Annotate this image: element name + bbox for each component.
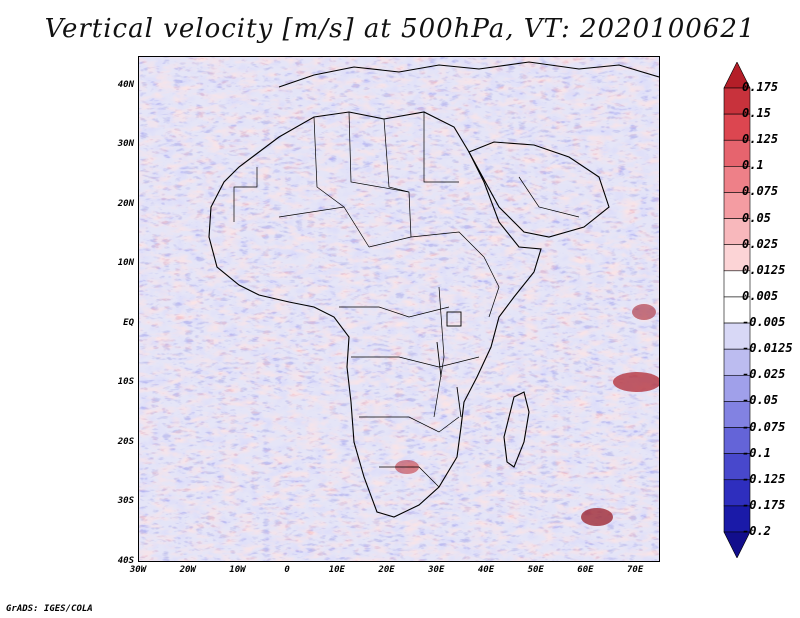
colorbar-bin [723, 531, 751, 558]
africa-coastline [208, 111, 542, 518]
colorbar-bin [723, 348, 751, 376]
colorbar-bin [723, 401, 751, 428]
strong-ascent-cell [581, 508, 613, 526]
colorbar-tick-label: -0.1 [742, 445, 771, 460]
coastlines [208, 61, 659, 518]
latitude-tick-label: 10N [117, 258, 134, 269]
latitude-tick-label: 20S [117, 436, 134, 447]
longitude-tick-label: 30E [428, 565, 445, 575]
strong-ascent-cell [632, 304, 656, 320]
colorbar-tick-label: 0.1 [742, 158, 764, 173]
colorbar-tick-label: 0.125 [742, 132, 779, 147]
map-title: Vertical velocity [m/s] at 500hPa, VT: 2… [44, 14, 756, 44]
colorbar-tick-label: 0.025 [742, 236, 779, 251]
colorbar-tick-label: 0.005 [742, 288, 779, 303]
colorbar-bin [723, 218, 751, 246]
colorbar-bin [723, 505, 751, 533]
colorbar-tick-label: -0.175 [742, 497, 786, 512]
longitude-tick-label: 60E [577, 565, 594, 575]
colorbar-tick-label: 0.175 [742, 80, 779, 94]
colorbar-bin [723, 322, 751, 350]
longitude-tick-label: 20E [378, 565, 395, 575]
longitude-tick-label: 20W [179, 565, 196, 575]
colorbar [723, 62, 751, 558]
colorbar-tick-label: -0.2 [742, 524, 771, 538]
latitude-tick-label: 30N [117, 139, 134, 150]
colorbar-bin [723, 192, 751, 219]
colorbar-tick-label: -0.05 [742, 393, 779, 408]
longitude-tick-label: 10E [328, 565, 345, 575]
colorbar-tick-label: 0.15 [742, 106, 771, 121]
country-borders [233, 111, 580, 488]
credit-text: GrADS: IGES/COLA [6, 604, 93, 614]
latitude-tick-label: EQ [123, 317, 134, 328]
lakes [436, 311, 462, 418]
map-panel [138, 56, 660, 562]
madagascar-coastline [503, 391, 530, 468]
colorbar-bin [723, 374, 751, 402]
colorbar-tick-label: -0.075 [742, 419, 786, 434]
arabia-coastline [468, 141, 610, 238]
colorbar-bin [723, 479, 751, 507]
colorbar-bin [723, 270, 751, 298]
colorbar-tick-label: -0.025 [742, 367, 786, 382]
latitude-tick-label: 20N [117, 198, 134, 209]
latitude-tick-label: 30S [117, 496, 134, 507]
colorbar-bin [723, 113, 751, 141]
colorbar-bin [723, 139, 751, 167]
colorbar-bin [723, 453, 751, 481]
colorbar-bin [723, 244, 751, 272]
latitude-tick-label: 40N [117, 79, 134, 90]
colorbar-bin [723, 427, 751, 454]
colorbar-tick-label: 0.0125 [742, 262, 786, 277]
longitude-tick-label: 40E [477, 565, 495, 575]
longitude-tick-label: 0 [284, 565, 290, 575]
longitude-tick-label: 30W [129, 565, 147, 575]
latitude-tick-label: 10S [117, 377, 134, 388]
colorbar-tick-label: 0.05 [742, 210, 771, 225]
latitude-tick-label: 40S [117, 556, 134, 566]
longitude-tick-label: 10W [229, 565, 246, 575]
longitude-tick-label: 70E [627, 565, 644, 575]
strong-ascent-cell [613, 372, 659, 392]
longitude-tick-label: 50E [527, 565, 544, 575]
mediterranean-coastline [278, 61, 659, 88]
vertical-velocity-field [139, 57, 659, 561]
field-neutral-texture [139, 57, 659, 561]
colorbar-tick-label: -0.005 [742, 315, 786, 330]
colorbar-tick-label: -0.0125 [742, 341, 793, 356]
colorbar-bin [723, 296, 751, 324]
colorbar-tick-label: -0.125 [742, 471, 786, 486]
colorbar-tick-label: 0.075 [742, 184, 779, 199]
colorbar-bin [723, 166, 751, 193]
